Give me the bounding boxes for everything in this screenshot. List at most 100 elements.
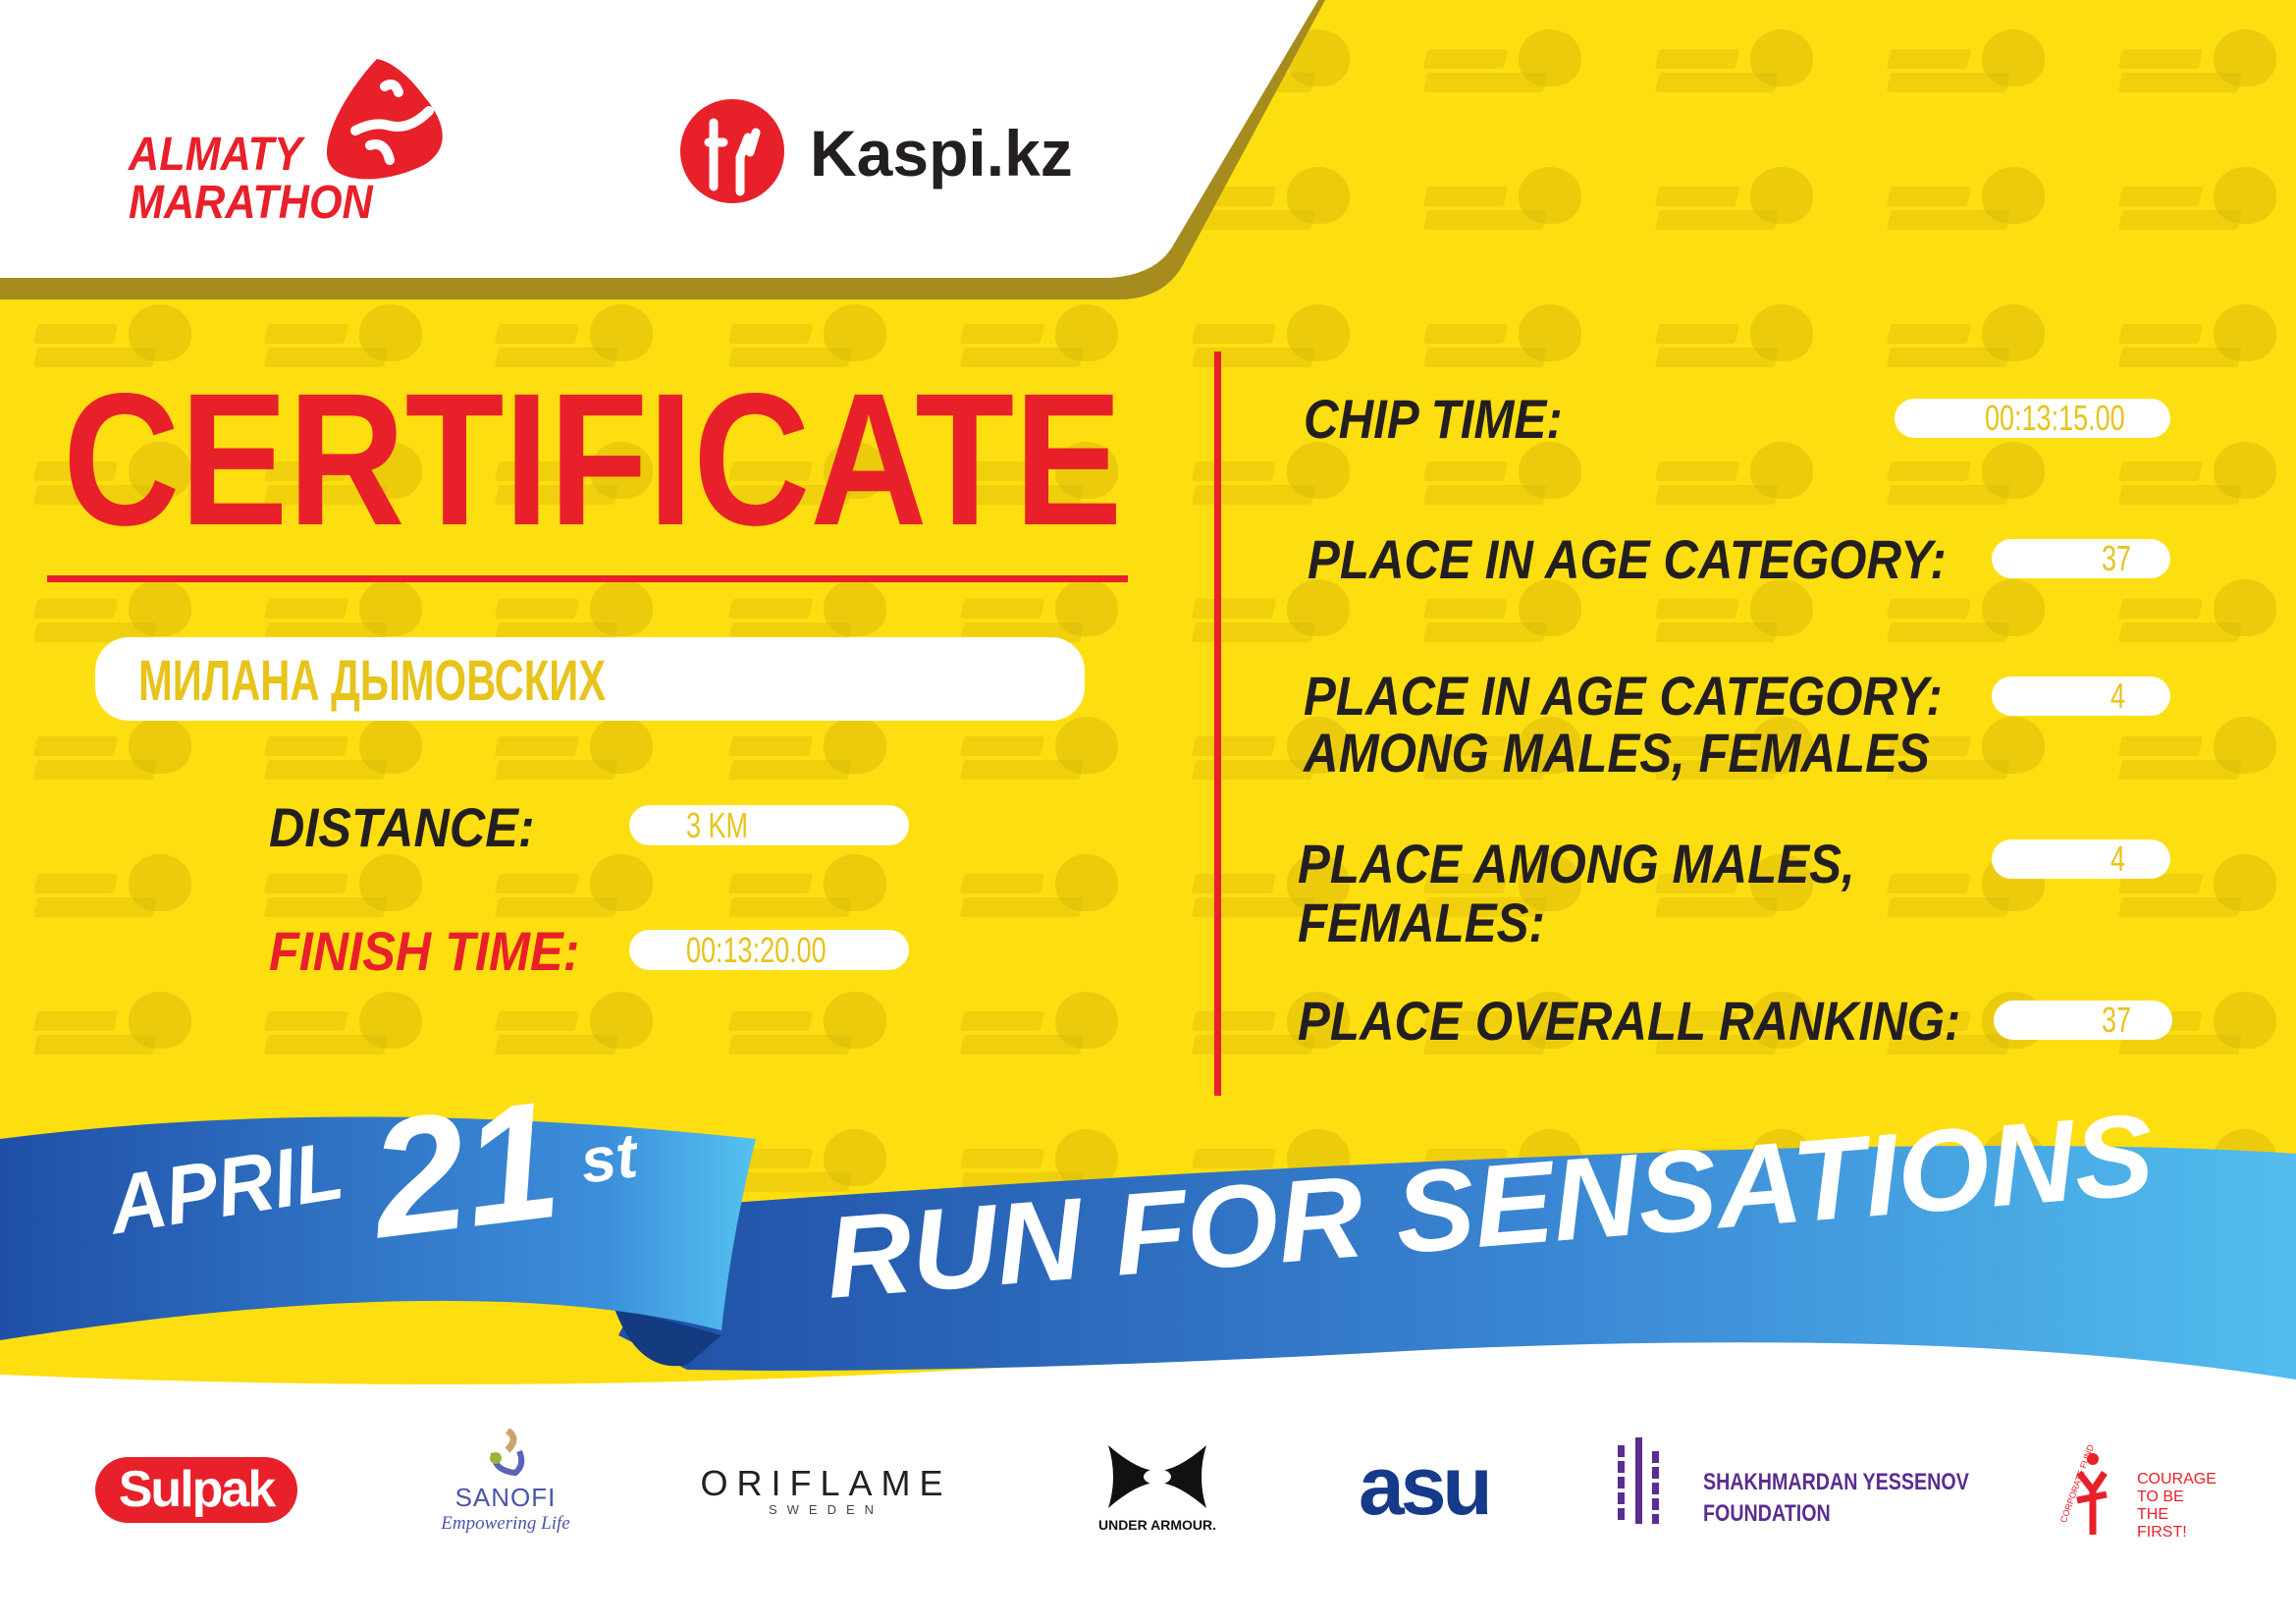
- watermark-lettering-shape: [1422, 623, 1548, 642]
- watermark-lettering-shape: [1886, 623, 2011, 642]
- watermark-lettering-shape: [32, 599, 119, 619]
- watermark-lettering-shape: [1886, 49, 1972, 69]
- watermark-logo-icon: [1750, 167, 1813, 224]
- watermark-logo-icon: [824, 1129, 886, 1186]
- watermark-logo-icon: [1982, 304, 2045, 361]
- sanofi-name: SANOFI: [454, 1483, 557, 1512]
- watermark-lettering-shape: [1886, 599, 1972, 619]
- watermark-logo-icon: [359, 579, 422, 636]
- watermark-logo-icon: [1519, 854, 1581, 911]
- watermark-lettering-shape: [1422, 324, 1509, 344]
- watermark-logo-icon: [590, 992, 653, 1049]
- watermark-logo-icon: [824, 992, 886, 1049]
- watermark-logo-icon: [1287, 854, 1350, 911]
- watermark-lettering-shape: [1886, 897, 2011, 917]
- sponsor-asu: asu: [1359, 1439, 1493, 1532]
- watermark-lettering-shape: [494, 1035, 619, 1055]
- watermark-lettering-shape: [2117, 210, 2243, 230]
- watermark-lettering-shape: [1191, 348, 1316, 367]
- age-category-value: 37: [2102, 538, 2132, 578]
- kaspi-logo-icon: [680, 99, 784, 203]
- watermark-logo-icon: [359, 992, 422, 1049]
- watermark-lettering-shape: [1191, 324, 1277, 344]
- watermark-logo-icon: [590, 442, 653, 499]
- watermark-lettering-shape: [1654, 485, 1780, 505]
- watermark-logo-icon: [1750, 579, 1813, 636]
- watermark-lettering-shape: [1886, 874, 1972, 893]
- watermark-lettering-shape: [727, 897, 853, 917]
- watermark-logo-icon: [1750, 717, 1813, 774]
- watermark-logo-icon: [1287, 442, 1350, 499]
- age-category-label: PLACE IN AGE CATEGORY:: [1308, 528, 1947, 590]
- gender-place-value: 4: [2110, 839, 2126, 879]
- courage-line1: COURAGE: [2137, 1471, 2216, 1488]
- sponsor-oriflame: ORIFLAME SWEDEN: [693, 1465, 959, 1518]
- watermark-lettering-shape: [1886, 348, 2011, 367]
- gender-place-label-1: PLACE AMONG MALES,: [1298, 833, 1855, 894]
- watermark-logo-icon: [1055, 992, 1118, 1049]
- watermark-lettering-shape: [32, 874, 119, 893]
- title-underline: [47, 575, 1128, 582]
- watermark-lettering-shape: [2117, 348, 2243, 367]
- watermark-lettering-shape: [1654, 897, 1780, 917]
- gender-place-field: 4: [1992, 839, 2170, 879]
- watermark-lettering-shape: [959, 324, 1045, 344]
- watermark-lettering-shape: [2117, 897, 2243, 917]
- watermark-lettering-shape: [494, 874, 580, 893]
- vertical-divider: [1214, 352, 1221, 1096]
- watermark-lettering-shape: [494, 1011, 580, 1031]
- watermark-lettering-shape: [1422, 73, 1548, 92]
- watermark-lettering-shape: [727, 874, 814, 893]
- watermark-lettering-shape: [959, 874, 1045, 893]
- almaty-marathon-logo: ALMATY MARATHON: [129, 132, 400, 228]
- watermark-lettering-shape: [727, 736, 814, 756]
- watermark-logo-icon: [1519, 442, 1581, 499]
- watermark-lettering-shape: [1422, 348, 1548, 367]
- watermark-lettering-shape: [959, 897, 1085, 917]
- watermark-lettering-shape: [1422, 210, 1548, 230]
- watermark-lettering-shape: [1886, 461, 1972, 481]
- watermark-lettering-shape: [959, 1035, 1085, 1055]
- watermark-logo-icon: [1750, 304, 1813, 361]
- under-armour-name: UNDER ARMOUR.: [1097, 1517, 1217, 1533]
- watermark-logo-icon: [129, 579, 191, 636]
- courage-line3: THE FIRST!: [2137, 1506, 2187, 1541]
- watermark-lettering-shape: [1191, 1011, 1277, 1031]
- watermark-lettering-shape: [1191, 623, 1316, 642]
- watermark-logo-icon: [2214, 304, 2276, 361]
- watermark-logo-icon: [590, 304, 653, 361]
- watermark-lettering-shape: [2117, 73, 2243, 92]
- kaspi-logo-text: Kaspi.kz: [810, 117, 1073, 189]
- distance-field: 3 KM: [629, 805, 909, 845]
- participant-name: МИЛАНА ДЫМОВСКИХ: [138, 649, 607, 713]
- watermark-logo-icon: [1519, 717, 1581, 774]
- watermark-logo-icon: [824, 304, 886, 361]
- watermark-lettering-shape: [32, 736, 119, 756]
- watermark-logo-icon: [824, 579, 886, 636]
- watermark-lettering-shape: [263, 897, 389, 917]
- age-category-gender-value: 4: [2110, 676, 2126, 716]
- watermark-logo-icon: [129, 717, 191, 774]
- watermark-lettering-shape: [727, 599, 814, 619]
- watermark-logo-icon: [824, 717, 886, 774]
- watermark-logo-icon: [1982, 442, 2045, 499]
- watermark-logo-icon: [1982, 29, 2045, 86]
- finish-time-label: FINISH TIME:: [269, 920, 580, 982]
- watermark-lettering-shape: [2117, 324, 2204, 344]
- watermark-lettering-shape: [1886, 485, 2011, 505]
- watermark-lettering-shape: [1191, 760, 1316, 780]
- date-suffix: st: [576, 1119, 641, 1197]
- watermark-lettering-shape: [959, 1011, 1045, 1031]
- watermark-logo-icon: [590, 717, 653, 774]
- watermark-lettering-shape: [727, 324, 814, 344]
- watermark-lettering-shape: [1422, 187, 1509, 206]
- watermark-lettering-shape: [1422, 599, 1509, 619]
- watermark-lettering-shape: [1654, 187, 1740, 206]
- watermark-lettering-shape: [494, 897, 619, 917]
- watermark-logo-icon: [2214, 717, 2276, 774]
- courage-line2: TO BE: [2137, 1489, 2184, 1505]
- watermark-lettering-shape: [1191, 599, 1277, 619]
- watermark-lettering-shape: [1191, 736, 1277, 756]
- watermark-lettering-shape: [1654, 210, 1780, 230]
- watermark-lettering-shape: [2117, 736, 2204, 756]
